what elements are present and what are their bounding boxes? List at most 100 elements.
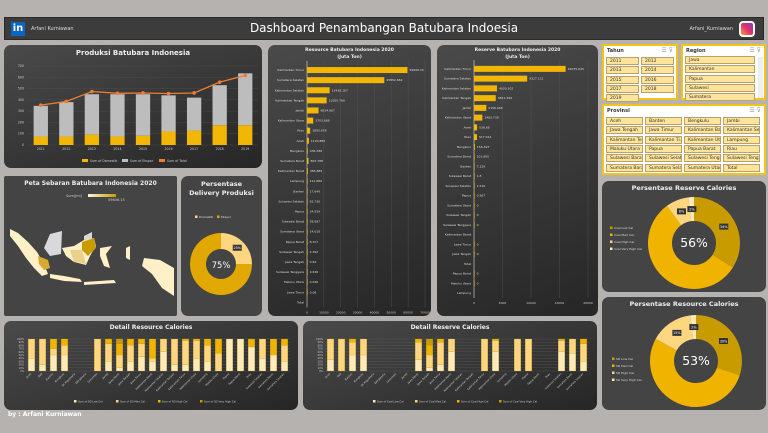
slicer-item[interactable]: Bengkulu: [684, 117, 721, 125]
data-label: 6834.667: [321, 108, 335, 112]
bar-domestik: [59, 136, 74, 145]
slicer-item[interactable]: 2016: [641, 75, 674, 84]
slicer-item[interactable]: Total: [723, 163, 760, 172]
slicer-item[interactable]: 2013: [606, 66, 639, 75]
slicer-item[interactable]: Kalimantan Ut...: [684, 135, 721, 144]
clear-filter-icon[interactable]: ☰ ⊽: [749, 47, 761, 54]
delivery-panel: Persentase Delivery Produksi 25% 75% Domes…: [181, 176, 262, 316]
legend-label: SD Low Cal: [616, 357, 633, 361]
slicer-item[interactable]: Maluku Utara: [606, 144, 643, 153]
slicer-item[interactable]: Kalimantan: [685, 65, 755, 74]
stacked-bar-segment: [569, 353, 576, 372]
stacked-bar-segment: [116, 338, 123, 344]
data-label: 9327.112: [529, 77, 543, 81]
slicer-item[interactable]: Papua Barat: [684, 144, 721, 153]
slicer-item[interactable]: Jawa Tengah: [606, 126, 643, 135]
produksi-chart-panel: Produksi Batubara Indonesia 0 100 200 300 40…: [4, 45, 262, 168]
data-label: 2.392: [310, 250, 319, 254]
slicer-item[interactable]: Papua: [645, 144, 682, 153]
slicer-item[interactable]: Jambi: [723, 117, 760, 125]
slicer-item[interactable]: Banten: [645, 117, 682, 125]
slicer-item[interactable]: 2011: [606, 57, 639, 65]
slicer-item[interactable]: Aceh: [606, 117, 643, 125]
stacked-bar-segment: [415, 338, 422, 343]
bar: [474, 85, 497, 92]
y-tick-label: 20%: [19, 364, 25, 367]
legend-swatch: [499, 400, 502, 403]
region-scrollbar[interactable]: [758, 57, 763, 98]
detail-resource-title: Detail Resource Calories: [109, 324, 193, 331]
data-label: 1120.889: [311, 139, 325, 143]
stacked-bar-segment: [580, 343, 587, 362]
slicer-item[interactable]: Papua: [685, 74, 755, 83]
data-label: 17.649: [310, 189, 321, 193]
slicer-item[interactable]: Sumatera: [685, 93, 755, 102]
x-tick-label: DKI Jakarta: [373, 372, 386, 385]
bar: [307, 208, 308, 215]
indonesia-map[interactable]: [4, 176, 177, 316]
slicer-item[interactable]: Kalimantan Ti...: [645, 135, 682, 144]
slicer-item[interactable]: Sumatera Utara: [684, 163, 721, 172]
resource-calories-donut: 30% 15% 2% 53% SD Low Cal SD Med Cal SD High C…: [612, 315, 742, 407]
slicer-item[interactable]: Sulawesi Selatan: [645, 154, 682, 163]
slicer-item[interactable]: Sumatera Sela...: [645, 163, 682, 172]
detail-resource-panel: Detail Resource Calories 0% 10% 20% 30% 40% 5…: [4, 321, 298, 410]
stacked-bar-segment: [437, 338, 444, 343]
stacked-bar-segment: [426, 367, 433, 372]
slicer-item[interactable]: Kalimantan Sel...: [723, 126, 760, 135]
data-label: 0: [477, 252, 479, 256]
slicer-item[interactable]: 2015: [606, 75, 639, 84]
slicer-item[interactable]: Lampung: [723, 135, 760, 144]
slicer-item[interactable]: 2017: [606, 84, 639, 93]
legend-label: Domestik: [199, 215, 213, 219]
y-tick-label: 30%: [19, 360, 25, 363]
y-tick-label: 100: [18, 132, 24, 136]
x-tick-label: Kalimantan Tengah: [454, 372, 475, 393]
category-label: Aceh: [297, 139, 304, 143]
data-label: 4030.302: [499, 86, 513, 90]
stacked-bar-segment: [281, 338, 288, 346]
bar: [307, 117, 314, 124]
category-label: Papua Barat: [453, 272, 472, 276]
legend-label: Coal Very High Cal: [614, 247, 642, 251]
slicer-item[interactable]: Kalimantan Ba...: [684, 126, 721, 135]
legend-swatch: [122, 159, 128, 162]
slicer-item[interactable]: 2014: [641, 66, 674, 75]
slicer-item[interactable]: Sulawesi Barat: [606, 154, 643, 163]
category-label: Kalimantan Barat: [278, 169, 305, 173]
clear-filter-icon[interactable]: ☰ ⊽: [661, 47, 673, 54]
slicer-item[interactable]: Jawa: [685, 56, 755, 64]
slicer-item[interactable]: Riau: [723, 144, 760, 153]
map-maluku: [126, 246, 130, 260]
instagram-icon[interactable]: [739, 21, 755, 37]
stacked-bar-segment: [580, 361, 587, 372]
slicer-item[interactable]: 2019: [606, 94, 639, 103]
legend-label: SD Med Cal: [616, 364, 633, 368]
legend-label: Sum of Domestik: [90, 159, 118, 163]
bar: [307, 218, 308, 225]
stacked-bar-segment: [116, 367, 123, 372]
y-tick-label: 50%: [19, 354, 25, 357]
map-kaltim: [82, 238, 96, 256]
clear-filter-icon[interactable]: ☰ ⊽: [749, 107, 761, 114]
slicer-item[interactable]: Sumatera Barat: [606, 163, 643, 172]
slicer-tahun: Tahun ☰ ⊽ 2011 2012 2013 2014 2015 2016 2017 20…: [602, 44, 678, 103]
stacked-bar-segment: [105, 361, 112, 372]
slicer-item[interactable]: Sulawesi Teng...: [723, 154, 760, 163]
slicer-item[interactable]: Kalimantan Te...: [606, 135, 643, 144]
slicer-item[interactable]: Jawa Timur: [645, 126, 682, 135]
stacked-bar-segment: [270, 354, 277, 372]
slicer-item[interactable]: Sulawesi Tengah: [684, 154, 721, 163]
stacked-bar-segment: [61, 354, 68, 372]
data-label: 2156.948: [488, 106, 502, 110]
data-label: 0.567: [477, 194, 486, 198]
slicer-item[interactable]: Sulawesi: [685, 83, 755, 92]
slicer-item[interactable]: 2012: [641, 57, 674, 65]
legend-label: Sum of SD Low Cal: [78, 400, 103, 404]
category-label: Kalimantan Selatan: [275, 88, 304, 92]
slicer-item[interactable]: 2018: [641, 84, 674, 93]
stacked-bar-segment: [525, 338, 532, 372]
linkedin-icon[interactable]: in: [11, 22, 25, 36]
map-kalteng: [70, 250, 86, 264]
y-tick-label: 70%: [19, 348, 25, 351]
